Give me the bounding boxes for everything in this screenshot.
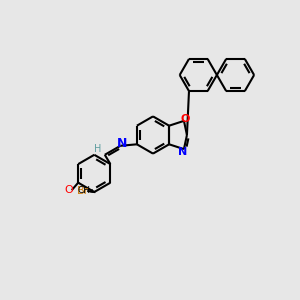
Text: O: O xyxy=(181,114,190,124)
Text: O: O xyxy=(65,185,74,195)
Text: H: H xyxy=(94,144,101,154)
Text: N: N xyxy=(117,137,127,150)
Text: CH₃: CH₃ xyxy=(78,186,94,195)
Text: N: N xyxy=(178,146,187,157)
Text: Br: Br xyxy=(77,185,89,196)
